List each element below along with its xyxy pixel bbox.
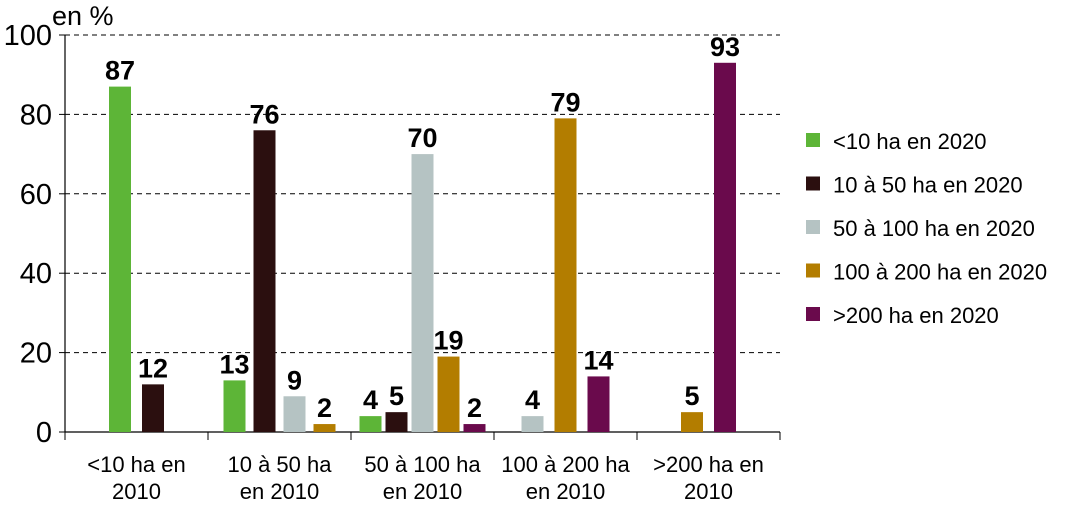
bar bbox=[554, 118, 577, 433]
data-label: 5 bbox=[684, 381, 699, 411]
x-tick-label: 100 à 200 ha bbox=[501, 452, 630, 477]
bar bbox=[437, 356, 460, 432]
data-label: 5 bbox=[389, 381, 404, 411]
legend-label: >200 ha en 2020 bbox=[833, 303, 999, 328]
bar bbox=[359, 416, 382, 432]
y-tick-label: 100 bbox=[4, 20, 52, 52]
y-tick-label: 20 bbox=[20, 338, 52, 370]
x-tick-label: 10 à 50 ha bbox=[228, 452, 333, 477]
data-label: 9 bbox=[287, 365, 302, 395]
bar bbox=[109, 86, 131, 433]
data-label: 14 bbox=[583, 345, 613, 375]
legend-swatch bbox=[806, 220, 820, 234]
data-label: 12 bbox=[138, 353, 168, 383]
y-axis-label: en % bbox=[52, 1, 114, 31]
data-label: 93 bbox=[710, 32, 740, 62]
x-tick-label: 2010 bbox=[112, 479, 161, 504]
x-tick-label: 2010 bbox=[684, 479, 733, 504]
bar bbox=[313, 424, 336, 432]
bar bbox=[411, 154, 434, 432]
legend-swatch bbox=[806, 263, 820, 278]
data-label: 2 bbox=[317, 393, 332, 423]
data-label: 13 bbox=[219, 349, 249, 379]
bar bbox=[253, 130, 276, 432]
legend-swatch bbox=[806, 133, 820, 147]
x-tick-label: en 2010 bbox=[240, 479, 320, 504]
data-label: 76 bbox=[249, 99, 279, 129]
data-label: 2 bbox=[467, 393, 482, 423]
bar bbox=[463, 424, 486, 432]
legend-swatch bbox=[806, 176, 820, 191]
bar bbox=[283, 396, 306, 432]
bar bbox=[714, 62, 736, 432]
x-tick-label: >200 ha en bbox=[653, 452, 764, 477]
bar bbox=[142, 384, 164, 432]
bar bbox=[587, 376, 610, 432]
bar bbox=[681, 412, 703, 432]
legend-label: 10 à 50 ha en 2020 bbox=[833, 173, 1023, 198]
y-tick-label: 0 bbox=[36, 417, 52, 449]
data-label: 19 bbox=[433, 326, 463, 356]
bar bbox=[223, 380, 246, 432]
data-label: 87 bbox=[105, 56, 135, 86]
legend-swatch bbox=[806, 307, 820, 321]
x-tick-label: 50 à 100 ha bbox=[364, 452, 481, 477]
data-label: 4 bbox=[525, 385, 540, 415]
data-label: 4 bbox=[363, 385, 378, 415]
legend-label: 100 à 200 ha en 2020 bbox=[833, 260, 1047, 285]
bar bbox=[385, 412, 408, 432]
data-label: 79 bbox=[550, 87, 580, 117]
data-label: 70 bbox=[407, 123, 437, 153]
x-tick-label: en 2010 bbox=[526, 479, 606, 504]
bar bbox=[521, 416, 544, 432]
y-tick-label: 60 bbox=[20, 179, 52, 211]
y-tick-label: 40 bbox=[20, 258, 52, 290]
x-tick-label: <10 ha en bbox=[87, 452, 185, 477]
legend-label: 50 à 100 ha en 2020 bbox=[833, 216, 1035, 241]
legend-label: <10 ha en 2020 bbox=[833, 129, 987, 154]
y-tick-label: 80 bbox=[20, 99, 52, 131]
x-tick-label: en 2010 bbox=[383, 479, 463, 504]
